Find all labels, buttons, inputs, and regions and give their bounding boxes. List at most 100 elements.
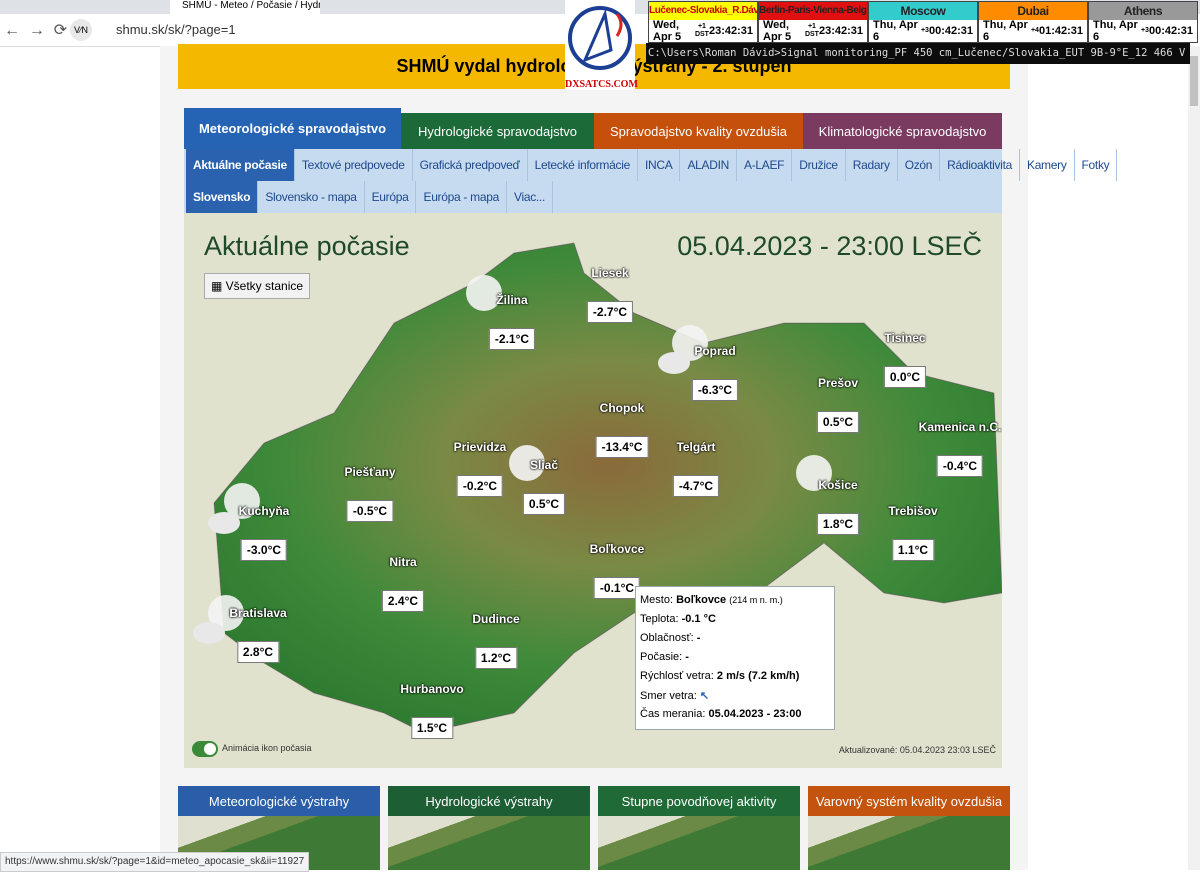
region-tab[interactable]: Viac...: [507, 181, 553, 213]
sub-tab[interactable]: Aktuálne počasie: [186, 149, 295, 181]
extension-icon[interactable]: V⁄N: [70, 19, 92, 41]
tooltip-value: 05.04.2023 - 23:00: [708, 708, 802, 720]
station[interactable]: Telgárt -4.7°C: [672, 440, 720, 497]
station[interactable]: Kamenica n.C. -0.4°C: [918, 420, 1002, 477]
sub-tab[interactable]: Družice: [792, 149, 846, 181]
station[interactable]: Nitra 2.4°C: [381, 555, 425, 612]
tooltip-row: Oblačnosť: -: [640, 632, 834, 651]
station[interactable]: Dudince 1.2°C: [472, 612, 520, 669]
tooltip-label: Teplota:: [640, 613, 679, 625]
address-bar[interactable]: shmu.sk/sk/?page=1: [116, 22, 236, 37]
station-name: Telgárt: [676, 440, 716, 454]
widget[interactable]: Varovný systém kvality ovzdušia: [808, 786, 1010, 870]
tooltip-value: -: [685, 651, 689, 663]
zone-row: Wed, Apr 5 +1 DST 23:42:31: [649, 19, 757, 43]
station[interactable]: Prešov 0.5°C: [816, 376, 860, 433]
tooltip-label: Smer vetra:: [640, 690, 697, 702]
nav-buttons[interactable]: ← → ⟳: [4, 22, 68, 39]
status-bar: https://www.shmu.sk/sk/?page=1&id=meteo_…: [0, 852, 310, 872]
subnav-bg: [184, 149, 1002, 213]
animation-toggle[interactable]: [192, 741, 218, 757]
tooltip-row: Počasie: -: [640, 651, 834, 670]
widget[interactable]: Stupne povodňovej aktivity: [598, 786, 800, 870]
clock-zone: Lučenec-Slovakia_R.Dávid Wed, Apr 5 +1 DST 2…: [648, 1, 758, 43]
station[interactable]: Prievidza -0.2°C: [454, 440, 506, 497]
region-tab[interactable]: Európa - mapa: [416, 181, 507, 213]
sub-tab[interactable]: Grafická predpoveď: [413, 149, 528, 181]
widget[interactable]: Hydrologické výstrahy: [388, 786, 590, 870]
widget-title: Varovný systém kvality ovzdušia: [808, 786, 1010, 816]
station[interactable]: Boľkovce -0.1°C: [590, 542, 644, 599]
sub-tab[interactable]: Kamery: [1020, 149, 1075, 181]
zone-date: Wed, Apr 5: [763, 19, 792, 43]
station[interactable]: Hurbanovo 1.5°C: [400, 682, 464, 739]
sub-tab[interactable]: Fotky: [1075, 149, 1118, 181]
sub-tab[interactable]: Radary: [846, 149, 898, 181]
widget-title: Meteorologické výstrahy: [178, 786, 380, 816]
sub-tabs: Aktuálne počasie Textové predpovede Grafic…: [186, 149, 1118, 181]
widget-map: [808, 816, 1010, 870]
zone-name: Berlin-Paris-Vienna-Belgrade: [759, 2, 867, 20]
region-tab[interactable]: Európa: [365, 181, 417, 213]
station-name: Sliač: [529, 458, 559, 472]
sub-tab[interactable]: INCA: [638, 149, 681, 181]
main-tab[interactable]: Meteorologické spravodajstvo: [184, 108, 401, 149]
station[interactable]: Tisinec 0.0°C: [883, 331, 927, 388]
main-tab[interactable]: Klimatologické spravodajstvo: [803, 113, 1002, 149]
station-temp: 2.8°C: [236, 641, 280, 663]
station[interactable]: Kuchyňa -3.0°C: [238, 504, 290, 561]
sub-tab[interactable]: Letecké informácie: [528, 149, 638, 181]
clock-zone: Athens Thu, Apr 6 +3 00:42:31: [1088, 1, 1198, 43]
browser-tab[interactable]: SHMÚ - Meteo / Počasie / Hydro: [170, 0, 320, 14]
station-temp: -0.1°C: [593, 577, 641, 599]
zone-time: 00:42:31: [928, 25, 973, 37]
zone-row: Thu, Apr 6 +3 00:42:31: [869, 19, 977, 43]
scrollbar[interactable]: [1188, 46, 1200, 870]
station[interactable]: Piešťany -0.5°C: [344, 465, 396, 522]
main-tab[interactable]: Spravodajstvo kvality ovzdušia: [594, 113, 803, 149]
clock-zone: Moscow Thu, Apr 6 +3 00:42:31: [868, 1, 978, 43]
zone-row: Wed, Apr 5 +1 DST 23:42:31: [759, 19, 867, 43]
station-temp: 0.5°C: [816, 411, 860, 433]
station[interactable]: Žilina -2.1°C: [488, 293, 536, 350]
station[interactable]: Chopok -13.4°C: [595, 401, 649, 458]
zone-offset-value: +4: [1030, 27, 1039, 34]
region-tab[interactable]: Slovensko: [186, 181, 259, 213]
region-tab[interactable]: Slovensko - mapa: [258, 181, 365, 213]
main-tab[interactable]: Hydrologické spravodajstvo: [401, 113, 594, 149]
zone-row: Thu, Apr 6 +4 01:42:31: [979, 19, 1087, 43]
station-name: Poprad: [694, 344, 736, 358]
zone-offset-value: +1: [807, 23, 816, 30]
station[interactable]: Košice 1.8°C: [816, 478, 860, 535]
sub-tab[interactable]: Textové predpovede: [295, 149, 413, 181]
map-datetime: 05.04.2023 - 23:00 LSEČ: [677, 231, 982, 261]
station-name: Kamenica n.C.: [918, 420, 1002, 434]
zone-offset: +3: [921, 27, 929, 35]
sub-tab[interactable]: A-LAEF: [737, 149, 793, 181]
logo: DXSATCS.COM: [565, 0, 638, 90]
zone-time: 23:42:31: [708, 25, 753, 37]
widget-map: [388, 816, 590, 870]
tooltip-row: Teplota: -0.1 °C: [640, 613, 834, 632]
zone-date: Thu, Apr 6: [983, 19, 1028, 43]
station[interactable]: Bratislava 2.8°C: [229, 606, 287, 663]
station[interactable]: Sliač 0.5°C: [522, 458, 566, 515]
sub-tab[interactable]: Ozón: [898, 149, 941, 181]
station-temp: 0.0°C: [883, 366, 927, 388]
tooltip-value: Boľkovce: [676, 594, 727, 606]
zone-date: Wed, Apr 5: [653, 19, 682, 43]
station-temp: -0.4°C: [936, 455, 984, 477]
zone-name: Athens: [1089, 2, 1197, 20]
station[interactable]: Poprad -6.3°C: [691, 344, 739, 401]
weather-map: Aktuálne počasie 05.04.2023 - 23:00 LSEČ…: [184, 213, 1002, 768]
station-name: Prešov: [817, 376, 859, 390]
sub-tab[interactable]: Rádioaktivita: [940, 149, 1020, 181]
tooltip-row: Smer vetra: ↖: [640, 689, 834, 708]
tooltip-value: ↖: [699, 690, 710, 702]
station[interactable]: Liesek -2.7°C: [586, 266, 634, 323]
station-name: Kuchyňa: [238, 504, 290, 518]
stations-button[interactable]: ▦ Všetky stanice: [204, 273, 311, 299]
widget-title: Hydrologické výstrahy: [388, 786, 590, 816]
sub-tab[interactable]: ALADIN: [680, 149, 737, 181]
station[interactable]: Trebišov 1.1°C: [888, 504, 938, 561]
